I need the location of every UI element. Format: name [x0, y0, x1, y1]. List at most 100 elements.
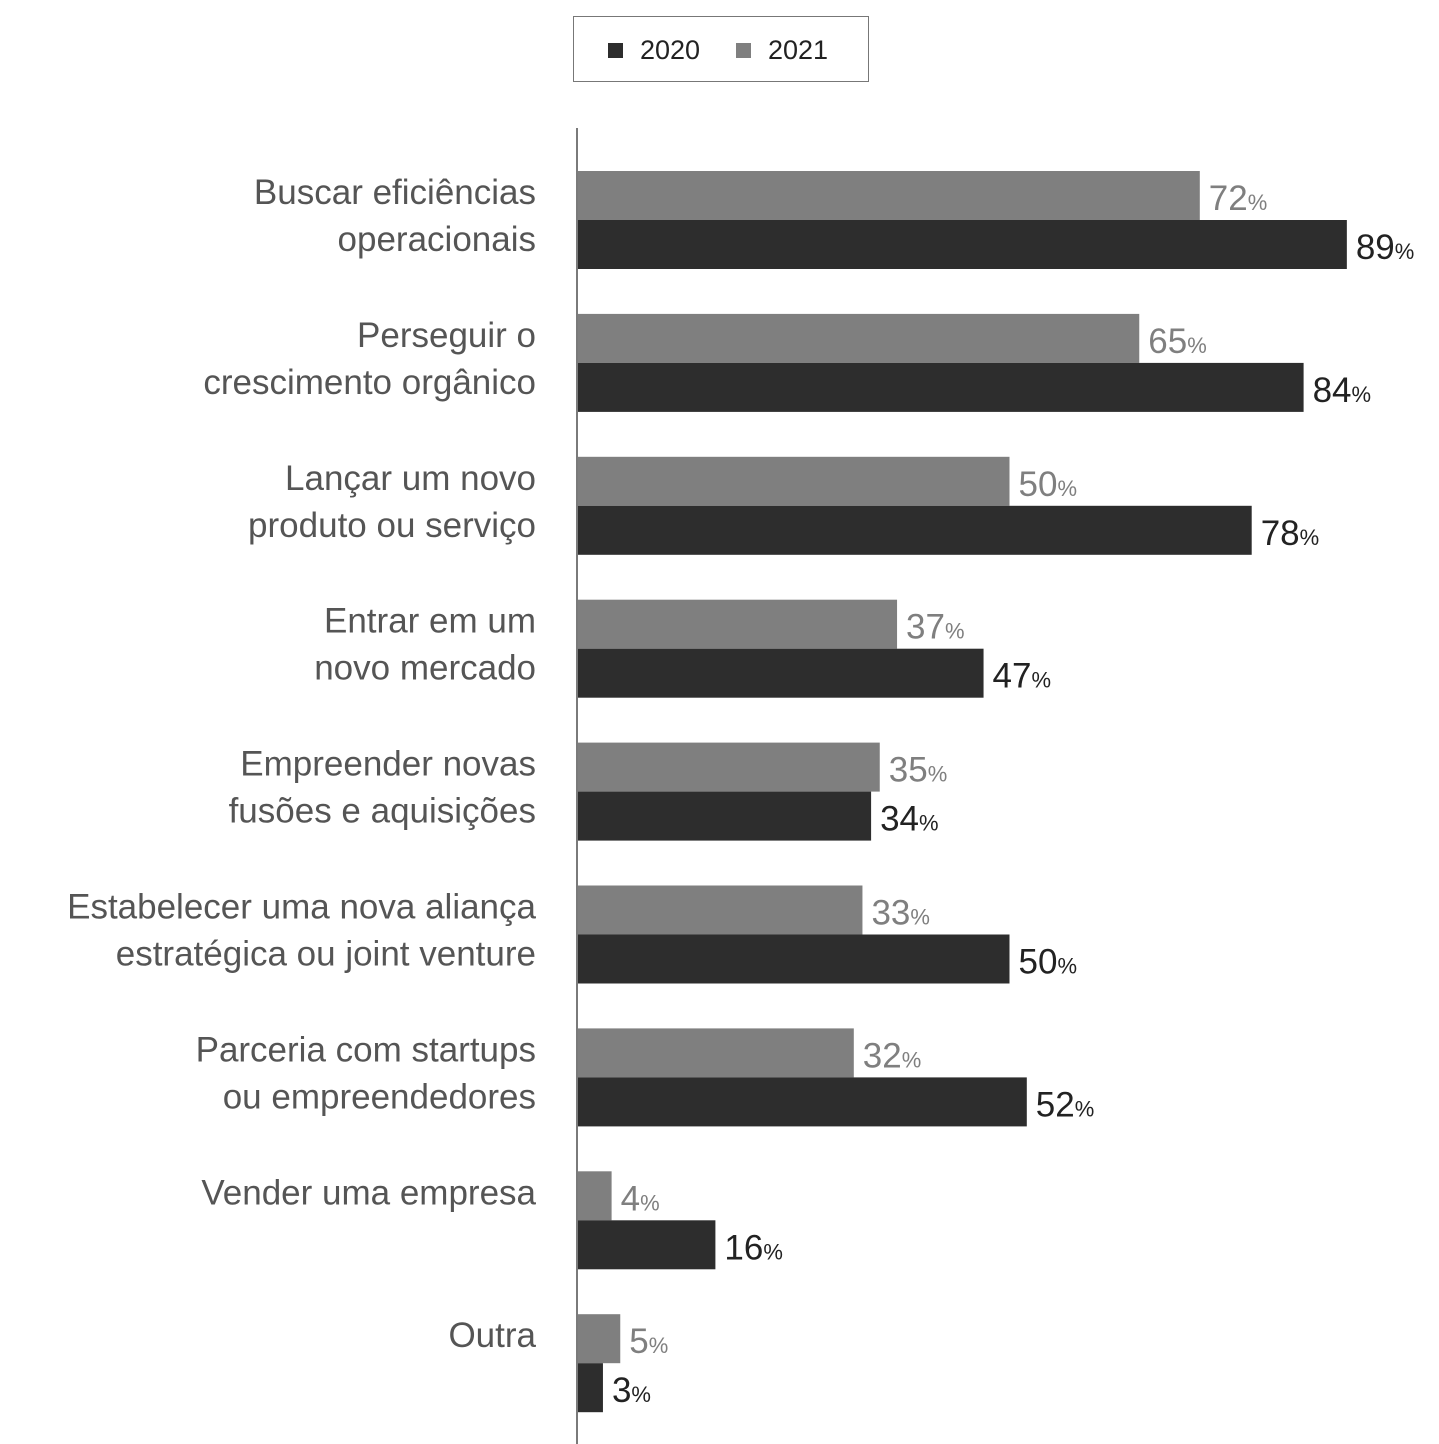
value-suffix-2020-5: %: [1057, 954, 1077, 979]
bar-2021-5: [577, 885, 863, 935]
category-label-4-line-1: fusões e aquisições: [229, 792, 536, 831]
value-suffix-2020-8: %: [631, 1382, 651, 1407]
value-label-2021-0: 72%: [1209, 179, 1268, 218]
bar-2020-7: [577, 1220, 716, 1270]
value-label-2020-4: 34%: [880, 800, 939, 839]
value-label-2021-2: 50%: [1019, 465, 1078, 504]
bar-2020-8: [577, 1363, 603, 1413]
value-label-2020-3: 47%: [993, 657, 1052, 696]
value-suffix-2020-0: %: [1395, 239, 1415, 264]
value-label-2020-1: 84%: [1313, 371, 1372, 410]
value-suffix-2021-8: %: [649, 1333, 669, 1358]
bar-2021-8: [577, 1314, 621, 1364]
category-label-3-line-1: novo mercado: [314, 649, 536, 688]
bar-2021-6: [577, 1028, 854, 1078]
bar-2021-0: [577, 171, 1200, 220]
legend-label-2020: 2020: [640, 35, 701, 65]
value-number-2021-3: 37: [906, 608, 945, 647]
value-label-2021-4: 35%: [889, 751, 948, 790]
category-label-2-line-1: produto ou serviço: [248, 506, 536, 545]
legend-swatch-2021: [736, 43, 751, 58]
value-label-2021-3: 37%: [906, 608, 965, 647]
category-label-4-line-0: Empreender novas: [240, 745, 536, 784]
value-label-2021-1: 65%: [1148, 322, 1207, 361]
value-label-2020-5: 50%: [1019, 943, 1078, 982]
bar-2020-2: [577, 505, 1252, 555]
value-suffix-2020-7: %: [763, 1239, 783, 1264]
value-number-2020-8: 3: [612, 1371, 631, 1410]
category-label-7-line-0: Vender uma empresa: [201, 1173, 536, 1212]
value-number-2021-6: 32: [863, 1036, 902, 1075]
value-number-2021-5: 33: [871, 894, 910, 933]
category-label-1: Perseguir o crescimento orgânico: [203, 316, 536, 402]
value-number-2020-0: 89: [1356, 228, 1395, 267]
value-label-2020-7: 16%: [724, 1228, 783, 1267]
legend-label-2021: 2021: [768, 35, 829, 65]
category-label-0: Buscar eficiências operacionais: [254, 173, 536, 259]
value-number-2020-1: 84: [1313, 371, 1352, 410]
category-label-5: Estabelecer uma nova aliança estratégica …: [67, 888, 536, 974]
value-label-2020-6: 52%: [1036, 1085, 1095, 1124]
category-label-4: Empreender novas fusões e aquisições: [229, 745, 536, 831]
category-label-6-line-0: Parceria com startups: [196, 1030, 536, 1069]
category-label-5-line-1: estratégica ou joint venture: [116, 935, 536, 974]
value-number-2020-5: 50: [1019, 943, 1058, 982]
value-number-2021-7: 4: [621, 1179, 640, 1218]
value-suffix-2020-3: %: [1031, 668, 1051, 693]
value-suffix-2021-0: %: [1248, 190, 1268, 215]
value-suffix-2021-7: %: [640, 1190, 660, 1215]
value-number-2020-4: 34: [880, 800, 919, 839]
category-label-0-line-1: operacionais: [338, 220, 536, 259]
bar-2021-1: [577, 313, 1140, 363]
bar-2020-5: [577, 934, 1010, 984]
bar-2020-1: [577, 362, 1304, 412]
bar-2020-6: [577, 1077, 1027, 1127]
category-label-3-line-0: Entrar em um: [324, 602, 536, 641]
value-label-2020-0: 89%: [1356, 228, 1415, 267]
value-number-2021-2: 50: [1019, 465, 1058, 504]
value-label-2021-5: 33%: [871, 894, 930, 933]
category-label-1-line-0: Perseguir o: [357, 316, 536, 355]
value-number-2020-7: 16: [724, 1228, 763, 1267]
category-label-2: Lançar um novo produto ou serviço: [248, 459, 536, 545]
value-number-2021-8: 5: [629, 1322, 648, 1361]
value-number-2020-6: 52: [1036, 1085, 1075, 1124]
category-label-6-line-1: ou empreendedores: [223, 1077, 536, 1116]
value-label-2020-8: 3%: [612, 1371, 651, 1410]
value-suffix-2021-3: %: [945, 619, 965, 644]
bar-2021-2: [577, 456, 1010, 506]
category-label-7: Vender uma empresa: [201, 1173, 536, 1212]
category-label-6: Parceria com startups ou empreendedores: [196, 1030, 536, 1116]
value-suffix-2020-2: %: [1300, 525, 1320, 550]
value-suffix-2020-4: %: [919, 811, 939, 836]
bar-2021-4: [577, 742, 880, 792]
value-number-2021-1: 65: [1148, 322, 1187, 361]
legend-swatch-2020: [608, 43, 623, 58]
category-label-3: Entrar em um novo mercado: [314, 602, 536, 688]
value-suffix-2021-6: %: [902, 1047, 922, 1072]
category-label-8-line-0: Outra: [448, 1316, 536, 1355]
value-number-2020-3: 47: [993, 657, 1032, 696]
value-label-2021-7: 4%: [621, 1179, 660, 1218]
category-label-8: Outra: [448, 1316, 536, 1355]
bar-2020-3: [577, 648, 984, 698]
value-number-2021-4: 35: [889, 751, 928, 790]
value-suffix-2021-4: %: [928, 762, 948, 787]
category-label-5-line-0: Estabelecer uma nova aliança: [67, 888, 536, 927]
bar-2021-3: [577, 599, 898, 649]
bar-2020-4: [577, 791, 872, 841]
value-suffix-2021-5: %: [910, 905, 930, 930]
category-label-0-line-0: Buscar eficiências: [254, 173, 536, 212]
value-suffix-2020-1: %: [1352, 382, 1372, 407]
bar-2021-7: [577, 1171, 612, 1221]
value-suffix-2021-1: %: [1187, 333, 1207, 358]
value-label-2020-2: 78%: [1261, 514, 1320, 553]
value-label-2021-6: 32%: [863, 1036, 922, 1075]
value-suffix-2020-6: %: [1075, 1096, 1095, 1121]
value-number-2020-2: 78: [1261, 514, 1300, 553]
chart-legend: 2020 2021: [573, 16, 869, 82]
value-number-2021-0: 72: [1209, 179, 1248, 218]
value-suffix-2021-2: %: [1057, 476, 1077, 501]
category-label-1-line-1: crescimento orgânico: [203, 363, 536, 402]
